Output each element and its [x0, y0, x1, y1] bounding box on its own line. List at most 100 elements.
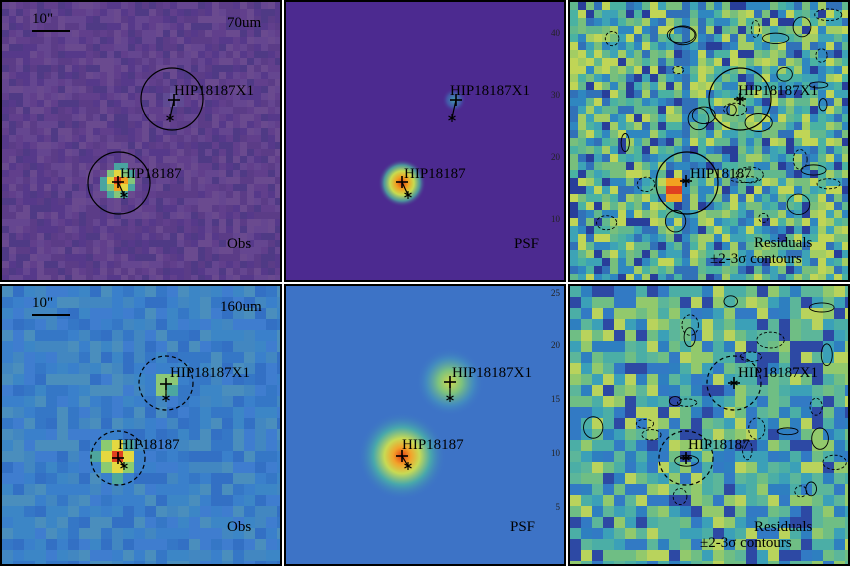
pixel	[222, 473, 233, 484]
pixel	[586, 42, 594, 50]
pixel	[674, 122, 682, 130]
pixel	[268, 233, 275, 240]
pixel	[51, 275, 58, 280]
pixel	[72, 100, 79, 107]
pixel	[823, 385, 834, 396]
pixel	[86, 107, 93, 114]
pixel	[86, 121, 93, 128]
pixel	[44, 254, 51, 261]
pixel	[240, 212, 247, 219]
pixel	[163, 44, 170, 51]
pixel	[578, 154, 586, 162]
pixel	[100, 233, 107, 240]
pixel	[135, 79, 142, 86]
pixel	[68, 517, 79, 528]
pixel	[170, 121, 177, 128]
pixel	[738, 50, 746, 58]
pixel	[746, 218, 754, 226]
pixel	[219, 219, 226, 226]
pixel	[2, 550, 13, 561]
pixel	[178, 418, 189, 429]
pixel	[779, 363, 790, 374]
source-label-secondary: HIP18187X1	[738, 365, 819, 381]
pixel	[722, 154, 730, 162]
pixel	[156, 142, 163, 149]
pixel	[647, 528, 658, 539]
pixel	[730, 74, 738, 82]
pixel	[149, 93, 156, 100]
pixel	[198, 65, 205, 72]
pixel	[79, 2, 86, 9]
pixel	[647, 330, 658, 341]
pixel	[178, 561, 189, 564]
pixel	[16, 156, 23, 163]
pixel	[738, 90, 746, 98]
pixel	[603, 429, 614, 440]
pixel	[68, 374, 79, 385]
pixel	[586, 82, 594, 90]
pixel	[46, 374, 57, 385]
pixel	[16, 142, 23, 149]
pixel	[58, 142, 65, 149]
pixel	[240, 16, 247, 23]
pixel	[24, 319, 35, 330]
pixel	[46, 319, 57, 330]
pixel	[801, 440, 812, 451]
pixel	[266, 429, 277, 440]
pixel	[618, 122, 626, 130]
pixel	[128, 9, 135, 16]
pixel	[757, 495, 768, 506]
pixel	[570, 242, 578, 250]
pixel	[647, 308, 658, 319]
pixel	[578, 18, 586, 26]
pixel	[191, 93, 198, 100]
pixel	[277, 440, 280, 451]
pixel	[9, 51, 16, 58]
pixel	[149, 114, 156, 121]
pixel	[178, 297, 189, 308]
pixel	[778, 26, 786, 34]
pixel	[826, 202, 834, 210]
pixel	[690, 66, 698, 74]
pixel	[810, 98, 818, 106]
pixel	[647, 561, 658, 564]
pixel	[2, 484, 13, 495]
pixel	[682, 74, 690, 82]
pixel	[581, 286, 592, 297]
pixel	[735, 418, 746, 429]
pixel	[101, 407, 112, 418]
pixel	[594, 202, 602, 210]
pixel	[669, 286, 680, 297]
pixel	[184, 268, 191, 275]
pixel	[757, 517, 768, 528]
pixel	[156, 184, 163, 191]
pixel	[786, 154, 794, 162]
pixel	[261, 2, 268, 9]
pixel	[212, 79, 219, 86]
pixel	[268, 114, 275, 121]
pixel	[818, 90, 826, 98]
pixel	[2, 191, 9, 198]
pixel	[156, 100, 163, 107]
pixel	[30, 135, 37, 142]
pixel	[37, 100, 44, 107]
pixel	[167, 319, 178, 330]
pixel	[184, 240, 191, 247]
pixel	[730, 210, 738, 218]
source-label-secondary: HIP18187X1	[450, 83, 531, 99]
pixel	[101, 308, 112, 319]
pixel	[58, 254, 65, 261]
residual-contour	[641, 429, 662, 441]
pixel	[714, 138, 722, 146]
pixel	[178, 286, 189, 297]
pixel	[786, 234, 794, 242]
pixel	[834, 297, 845, 308]
pixel	[51, 247, 58, 254]
pixel	[30, 65, 37, 72]
pixel	[114, 107, 121, 114]
pixel	[277, 341, 280, 352]
pixel	[834, 396, 845, 407]
pixel	[255, 385, 266, 396]
pixel	[802, 210, 810, 218]
pixel	[219, 275, 226, 280]
